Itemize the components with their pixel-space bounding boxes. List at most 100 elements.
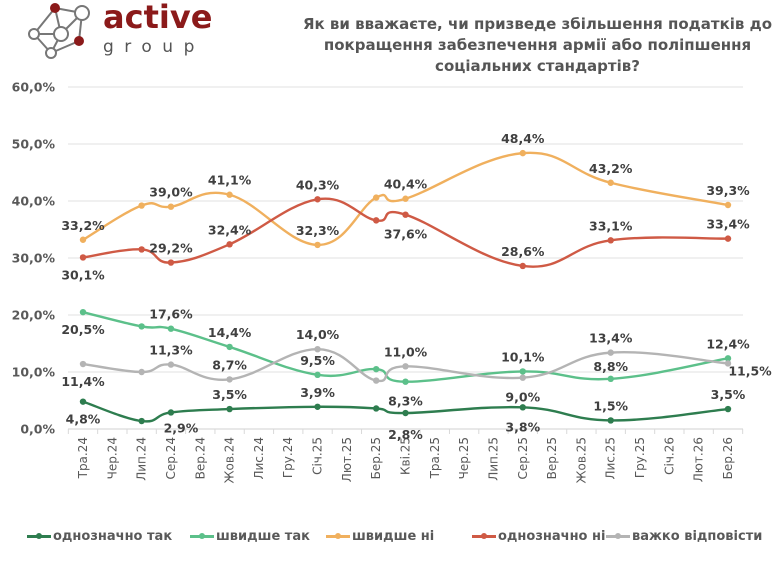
data-point bbox=[402, 378, 409, 385]
x-tick-label: Сер.24 bbox=[164, 437, 178, 479]
data-point bbox=[372, 405, 380, 412]
data-point bbox=[226, 241, 233, 248]
data-point bbox=[314, 371, 321, 379]
data-point bbox=[79, 398, 87, 405]
data-point bbox=[226, 191, 233, 198]
x-tick-label: Вер.24 bbox=[193, 437, 207, 479]
data-label: 20,5% bbox=[61, 322, 105, 337]
data-point bbox=[167, 409, 175, 416]
data-label: 33,4% bbox=[706, 217, 750, 232]
data-label: 39,3% bbox=[706, 183, 750, 198]
data-label: 32,3% bbox=[296, 223, 340, 238]
data-label: 29,2% bbox=[149, 241, 193, 256]
data-point bbox=[372, 377, 380, 384]
series-lines bbox=[79, 149, 732, 425]
data-point bbox=[607, 375, 614, 383]
data-point bbox=[519, 368, 526, 375]
data-point bbox=[314, 403, 321, 410]
chart-title-line-2: покращення забезпечення армії або поліпш… bbox=[323, 36, 752, 54]
data-point bbox=[724, 201, 732, 209]
data-label: 43,2% bbox=[589, 161, 633, 176]
y-tick-label: 60,0% bbox=[12, 80, 56, 95]
data-point bbox=[372, 365, 380, 373]
y-tick-label: 30,0% bbox=[12, 251, 56, 266]
network-logo-icon bbox=[28, 3, 90, 59]
legend-label: однозначно так bbox=[53, 528, 173, 544]
x-tick-label: Кві.25 bbox=[399, 437, 413, 475]
data-point bbox=[607, 417, 614, 424]
x-tick-label: Гру.25 bbox=[633, 437, 647, 478]
data-point bbox=[402, 211, 409, 218]
x-tick-label: Лют.26 bbox=[692, 437, 706, 482]
legend-line-marker-icon bbox=[190, 532, 214, 539]
data-point bbox=[226, 376, 233, 383]
data-label: 17,6% bbox=[149, 307, 193, 322]
data-label: 9,0% bbox=[505, 390, 540, 405]
data-point bbox=[607, 179, 614, 186]
data-point bbox=[138, 323, 145, 330]
legend-label: швидше ні bbox=[352, 528, 435, 544]
data-label: 3,5% bbox=[212, 387, 247, 402]
data-label: 11,0% bbox=[384, 344, 428, 359]
x-tick-label: Тра.25 bbox=[428, 437, 442, 479]
chart-title-line-1: Як ви вважаєте, чи призведе збільшення п… bbox=[302, 15, 773, 33]
y-tick-label: 20,0% bbox=[12, 308, 56, 323]
data-point bbox=[79, 236, 87, 243]
data-label: 40,4% bbox=[384, 177, 428, 192]
data-point bbox=[167, 361, 175, 368]
data-point bbox=[314, 196, 321, 203]
legend-label: важко відповісти bbox=[632, 528, 763, 544]
data-label: 1,5% bbox=[593, 398, 628, 413]
series-line bbox=[82, 347, 729, 383]
data-label: 10,1% bbox=[501, 349, 545, 364]
data-point bbox=[167, 203, 175, 210]
legend-item: швидше так bbox=[190, 524, 310, 548]
data-label: 3,9% bbox=[300, 385, 335, 400]
x-tick-label: Сер.25 bbox=[516, 437, 530, 479]
x-tick-label: Жов.24 bbox=[223, 437, 237, 483]
data-label: 11,3% bbox=[149, 343, 193, 358]
data-point bbox=[138, 417, 145, 425]
active-group-logo: active group bbox=[0, 0, 260, 66]
x-tick-label: Лис.25 bbox=[604, 437, 618, 480]
data-label: 3,8% bbox=[505, 419, 540, 434]
y-tick-label: 10,0% bbox=[12, 365, 56, 380]
data-point bbox=[607, 237, 614, 244]
legend-item: важко відповісти bbox=[606, 524, 762, 548]
data-point bbox=[138, 246, 145, 253]
data-point bbox=[724, 355, 732, 362]
data-label: 8,3% bbox=[388, 394, 423, 409]
data-label: 32,4% bbox=[208, 222, 252, 237]
data-label: 28,6% bbox=[501, 244, 545, 259]
x-tick-label: Бер.25 bbox=[369, 437, 383, 479]
x-tick-label: Січ.26 bbox=[662, 437, 676, 475]
data-label: 39,0% bbox=[149, 185, 193, 200]
data-label: 48,4% bbox=[501, 131, 545, 146]
data-label: 12,4% bbox=[706, 336, 750, 351]
x-tick-label: Лип.25 bbox=[486, 437, 500, 481]
data-label: 33,1% bbox=[589, 218, 633, 233]
x-tick-label: Гру.24 bbox=[281, 437, 295, 478]
data-point bbox=[724, 235, 732, 242]
data-point bbox=[79, 308, 87, 316]
x-tick-label: Лют.25 bbox=[340, 437, 354, 482]
chart-legend: однозначно так швидше так швидше ні однозна… bbox=[0, 524, 780, 548]
legend-line-marker-icon bbox=[326, 532, 350, 539]
x-tick-label: Чер.24 bbox=[105, 437, 119, 479]
chart-title-line-3: соціальних стандартів? bbox=[435, 57, 640, 75]
y-tick-label: 0,0% bbox=[20, 422, 55, 437]
x-axis: Тра.24 Чер.24 Лип.24 Сер.24 Вер.24 Жов.24 Лис.… bbox=[67, 429, 744, 483]
legend-item: однозначно ні bbox=[472, 524, 605, 548]
data-label: 41,1% bbox=[208, 173, 252, 188]
data-label: 11,5% bbox=[728, 363, 772, 378]
data-point bbox=[79, 254, 87, 261]
legend-item: швидше ні bbox=[326, 524, 434, 548]
data-label: 3,5% bbox=[711, 387, 746, 402]
series-line bbox=[82, 151, 729, 247]
data-label: 13,4% bbox=[589, 331, 633, 346]
data-label: 11,4% bbox=[61, 374, 105, 389]
data-label: 14,4% bbox=[208, 325, 252, 340]
y-tick-label: 50,0% bbox=[12, 137, 56, 152]
data-point bbox=[519, 262, 526, 270]
data-point bbox=[724, 405, 732, 413]
